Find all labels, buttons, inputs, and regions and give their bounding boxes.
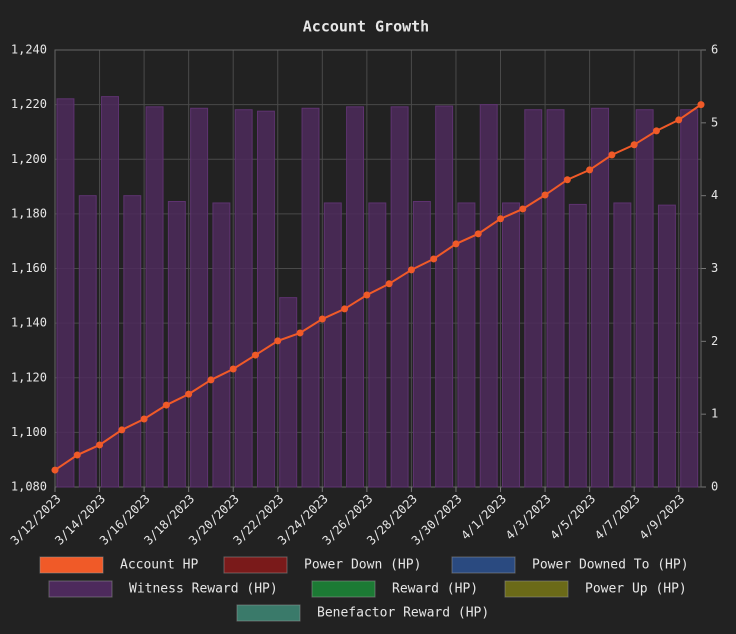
y2-tick-label: 0 bbox=[711, 480, 718, 494]
line-point bbox=[541, 191, 549, 199]
y2-tick-label: 5 bbox=[711, 115, 718, 129]
line-point bbox=[652, 127, 660, 135]
line-point bbox=[430, 255, 438, 263]
line-point bbox=[563, 176, 571, 184]
y2-tick-label: 3 bbox=[711, 261, 718, 275]
bar bbox=[56, 98, 75, 488]
bar bbox=[123, 195, 142, 488]
legend-swatch bbox=[39, 556, 104, 574]
legend-swatch bbox=[311, 580, 376, 598]
line-point bbox=[675, 116, 683, 124]
line-point bbox=[318, 315, 326, 323]
bar bbox=[546, 109, 565, 488]
legend-swatch bbox=[504, 580, 569, 598]
bar bbox=[479, 104, 498, 488]
bar bbox=[502, 202, 520, 488]
y-tick-label: 1,100 bbox=[11, 425, 47, 439]
legend-label: Power Downed To (HP) bbox=[532, 558, 689, 573]
bar bbox=[657, 204, 676, 488]
y-tick-label: 1,140 bbox=[11, 316, 47, 330]
line-point bbox=[162, 401, 170, 409]
bar bbox=[680, 109, 699, 488]
bar bbox=[591, 107, 610, 488]
bar bbox=[78, 195, 97, 488]
legend-label: Power Down (HP) bbox=[304, 558, 421, 573]
line-point bbox=[185, 390, 193, 398]
bar bbox=[368, 202, 387, 488]
bar bbox=[524, 109, 543, 488]
y-tick-label: 1,120 bbox=[11, 370, 47, 384]
line-point bbox=[51, 466, 59, 474]
bar bbox=[412, 200, 431, 488]
legend-label: Account HP bbox=[120, 558, 198, 573]
line-point bbox=[96, 441, 104, 449]
legend-label: Benefactor Reward (HP) bbox=[317, 606, 489, 621]
line bbox=[54, 103, 702, 471]
legend-swatch bbox=[236, 604, 301, 622]
y2-tick-label: 4 bbox=[711, 188, 718, 202]
line-point bbox=[251, 351, 259, 359]
legend-swatch bbox=[48, 580, 113, 598]
bar bbox=[568, 203, 587, 488]
legend-label: Reward (HP) bbox=[392, 582, 478, 597]
bar bbox=[346, 106, 365, 488]
y-tick-label: 1,200 bbox=[11, 152, 47, 166]
bar bbox=[101, 96, 119, 488]
bar bbox=[301, 107, 320, 488]
line-point bbox=[586, 166, 594, 174]
bar bbox=[390, 106, 409, 488]
y2-tick-label: 1 bbox=[711, 407, 718, 421]
line-point bbox=[229, 365, 237, 373]
legend-label: Power Up (HP) bbox=[585, 582, 687, 597]
bar bbox=[635, 109, 654, 488]
line-point bbox=[519, 205, 527, 213]
line-point bbox=[407, 266, 415, 274]
line-point bbox=[608, 151, 616, 159]
line-point bbox=[73, 451, 81, 459]
y2-tick-label: 2 bbox=[711, 334, 718, 348]
bar bbox=[613, 202, 632, 488]
bar bbox=[256, 110, 275, 488]
y2-tick-label: 6 bbox=[711, 43, 718, 57]
y-tick-label: 1,160 bbox=[11, 261, 47, 275]
line-point bbox=[140, 415, 148, 423]
line-point bbox=[274, 337, 282, 345]
bar bbox=[145, 106, 164, 488]
line-point bbox=[207, 376, 215, 384]
y-tick-label: 1,240 bbox=[11, 43, 47, 57]
line-point bbox=[452, 240, 460, 248]
bar bbox=[279, 297, 298, 488]
y-tick-label: 1,220 bbox=[11, 97, 47, 111]
y-tick-label: 1,180 bbox=[11, 206, 47, 220]
line-point bbox=[697, 101, 705, 109]
line-point bbox=[296, 329, 304, 337]
line-point bbox=[118, 426, 126, 434]
bar bbox=[234, 109, 253, 488]
bar bbox=[167, 200, 186, 488]
bar bbox=[212, 202, 231, 488]
legend-label: Witness Reward (HP) bbox=[129, 582, 278, 597]
bar bbox=[457, 202, 476, 488]
line-point bbox=[363, 291, 371, 299]
bar bbox=[435, 105, 454, 488]
legend-swatch bbox=[223, 556, 288, 574]
bar bbox=[323, 202, 342, 488]
line-point bbox=[474, 230, 482, 238]
legend-swatch bbox=[451, 556, 516, 574]
y-tick-label: 1,080 bbox=[11, 480, 47, 494]
line-point bbox=[341, 305, 349, 313]
bar bbox=[190, 107, 209, 488]
line-point bbox=[630, 141, 638, 149]
line-point bbox=[497, 215, 505, 223]
chart-title: Account Growth bbox=[303, 18, 429, 36]
line-point bbox=[385, 280, 393, 288]
